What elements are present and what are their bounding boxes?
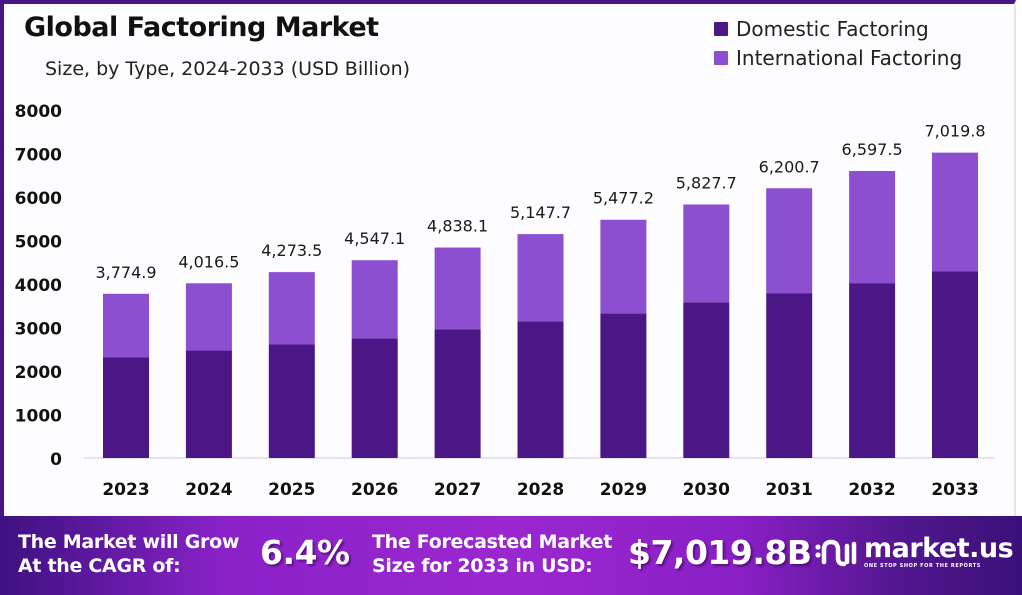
x-tick-label: 2026 [351, 480, 398, 500]
bar-total-label: 3,774.9 [95, 263, 156, 282]
bars: 3,774.9 4,016.5 4,273.5 4,547.1 4,838.1 5,147… [95, 122, 986, 458]
bar-total-label: 4,547.1 [344, 229, 405, 248]
bar-total-label: 7,019.8 [924, 122, 985, 141]
bar-segment-international [683, 204, 730, 303]
legend-item-international: International Factoring [714, 43, 962, 72]
bar-segment-domestic [849, 283, 896, 458]
bar-total-label: 6,597.5 [842, 140, 903, 159]
bar-segment-international [600, 219, 647, 314]
x-tick-label: 2029 [600, 480, 647, 500]
brand-tagline: ONE STOP SHOP FOR THE REPORTS [864, 563, 981, 569]
bar-segment-international [932, 152, 978, 272]
bar-segment-domestic [268, 344, 315, 458]
bar-total-label: 6,200.7 [759, 157, 820, 176]
forecast-label: The Forecasted Market Size for 2033 in U… [372, 530, 612, 578]
y-tick-label: 8000 [15, 102, 62, 122]
bar-total-label: 4,273.5 [261, 241, 322, 260]
market-us-logo-icon [815, 539, 857, 566]
bar-segment-domestic [683, 302, 730, 458]
y-tick-label: 2000 [15, 363, 62, 383]
legend-label-international: International Factoring [736, 45, 963, 70]
brand-text: market.us ONE STOP SHOP FOR THE REPORTS [864, 533, 1014, 569]
y-tick-label: 5000 [15, 233, 62, 253]
forecast-label-line1: The Forecasted Market [372, 531, 612, 553]
y-tick-label: 3000 [15, 320, 62, 340]
x-tick-label: 2032 [848, 480, 895, 500]
bar-segment-domestic [434, 329, 481, 458]
bar-total-label: 5,147.7 [510, 203, 571, 222]
bar-total-label: 4,016.5 [178, 252, 239, 271]
x-tick-label: 2025 [268, 480, 315, 500]
bar-segment-international [766, 188, 813, 294]
bar-segment-international [268, 272, 315, 345]
y-tick-label: 1000 [15, 407, 62, 427]
x-tick-label: 2027 [434, 480, 481, 500]
bar-segment-international [517, 234, 564, 322]
x-axis: 2023 2024 2025 2026 2027 2028 2029 2030 2031 2032… [102, 480, 978, 500]
cagr-label: The Market will Grow At the CAGR of: [18, 530, 239, 578]
bar-segment-domestic [517, 321, 564, 458]
y-tick-label: 7000 [15, 146, 62, 166]
bar-segment-domestic [351, 338, 398, 458]
summary-banner [0, 516, 1022, 595]
bar-segment-domestic [600, 313, 647, 458]
legend-swatch-international [714, 50, 728, 65]
cagr-value: 6.4% [260, 533, 350, 572]
stacked-bar-chart: 0 1000 2000 3000 4000 5000 6000 7000 8000 3,774.… [15, 102, 995, 500]
cagr-label-line1: The Market will Grow [18, 531, 240, 553]
cagr-label-line2: At the CAGR of: [18, 555, 181, 577]
bar-total-label: 4,838.1 [427, 217, 488, 236]
chart-subtitle: Size, by Type, 2024-2033 (USD Billion) [45, 58, 411, 80]
y-axis: 0 1000 2000 3000 4000 5000 6000 7000 8000 [15, 102, 62, 470]
y-tick-label: 4000 [15, 276, 62, 296]
chart-title: Global Factoring Market [24, 12, 379, 43]
bar-total-label: 5,477.2 [593, 189, 654, 208]
legend: Domestic Factoring International Factori… [714, 14, 962, 72]
bar-total-label: 5,827.7 [676, 173, 737, 192]
bar-segment-international [103, 293, 149, 358]
legend-item-domestic: Domestic Factoring [714, 14, 962, 43]
bar-segment-international [351, 260, 398, 339]
bar-segment-domestic [185, 350, 232, 458]
x-tick-label: 2031 [766, 480, 813, 500]
chart-panel [0, 0, 1016, 516]
y-tick-label: 6000 [15, 189, 62, 209]
legend-label-domestic: Domestic Factoring [736, 16, 929, 41]
bar-segment-domestic [103, 357, 149, 458]
forecast-value: $7,019.8B [628, 533, 812, 572]
bar-segment-international [185, 283, 232, 351]
x-tick-label: 2023 [102, 480, 149, 500]
x-tick-label: 2028 [517, 480, 564, 500]
brand-logo: market.us ONE STOP SHOP FOR THE REPORTS [814, 533, 1014, 569]
forecast-label-line2: Size for 2033 in USD: [372, 555, 593, 577]
brand-name: market.us [864, 533, 1014, 564]
x-tick-label: 2024 [185, 480, 232, 500]
x-tick-label: 2030 [683, 480, 730, 500]
bar-segment-domestic [766, 293, 813, 458]
y-tick-label: 0 [50, 450, 62, 470]
x-tick-label: 2033 [931, 480, 978, 500]
bar-segment-international [849, 171, 896, 284]
bar-segment-domestic [932, 271, 978, 458]
legend-swatch-domestic [714, 21, 728, 36]
bar-segment-international [434, 247, 481, 330]
